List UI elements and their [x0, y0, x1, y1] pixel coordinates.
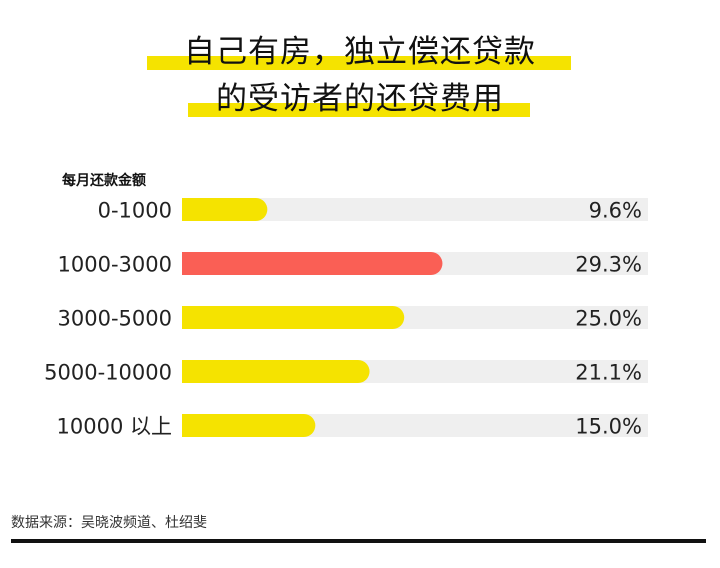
- bar: [182, 198, 268, 221]
- title-text-2: 的受访者的还贷费用: [216, 81, 504, 117]
- category-label: 0-1000: [98, 199, 172, 223]
- value-label: 25.0%: [575, 307, 642, 331]
- bar-chart: 0-1000 9.6% 1000-3000 29.3% 3000-5000 25.0% 50…: [44, 198, 648, 439]
- title-line-2: 的受访者的还贷费用: [0, 77, 720, 121]
- category-label: 10000 以上: [57, 415, 172, 439]
- value-label: 21.1%: [575, 361, 642, 385]
- bar: [182, 252, 443, 275]
- title-highlight-2: [188, 103, 530, 117]
- bar: [182, 306, 405, 329]
- source-note: 数据来源：吴晓波频道、杜绍斐: [11, 515, 207, 531]
- value-label: 9.6%: [589, 199, 642, 223]
- value-label: 29.3%: [575, 253, 642, 277]
- bar: [182, 414, 316, 437]
- bar: [182, 360, 370, 383]
- category-label: 3000-5000: [58, 307, 172, 331]
- category-label: 5000-10000: [44, 361, 172, 385]
- value-label: 15.0%: [575, 415, 642, 439]
- title-line-1: 自己有房，独立偿还贷款: [0, 30, 720, 74]
- bottom-rule: [11, 539, 706, 543]
- category-label: 1000-3000: [58, 253, 172, 277]
- title-highlight-1: [147, 56, 571, 70]
- title-text-1: 自己有房，独立偿还贷款: [184, 34, 536, 70]
- axis-label: 每月还款金额: [62, 173, 146, 189]
- bar-track: [182, 198, 648, 221]
